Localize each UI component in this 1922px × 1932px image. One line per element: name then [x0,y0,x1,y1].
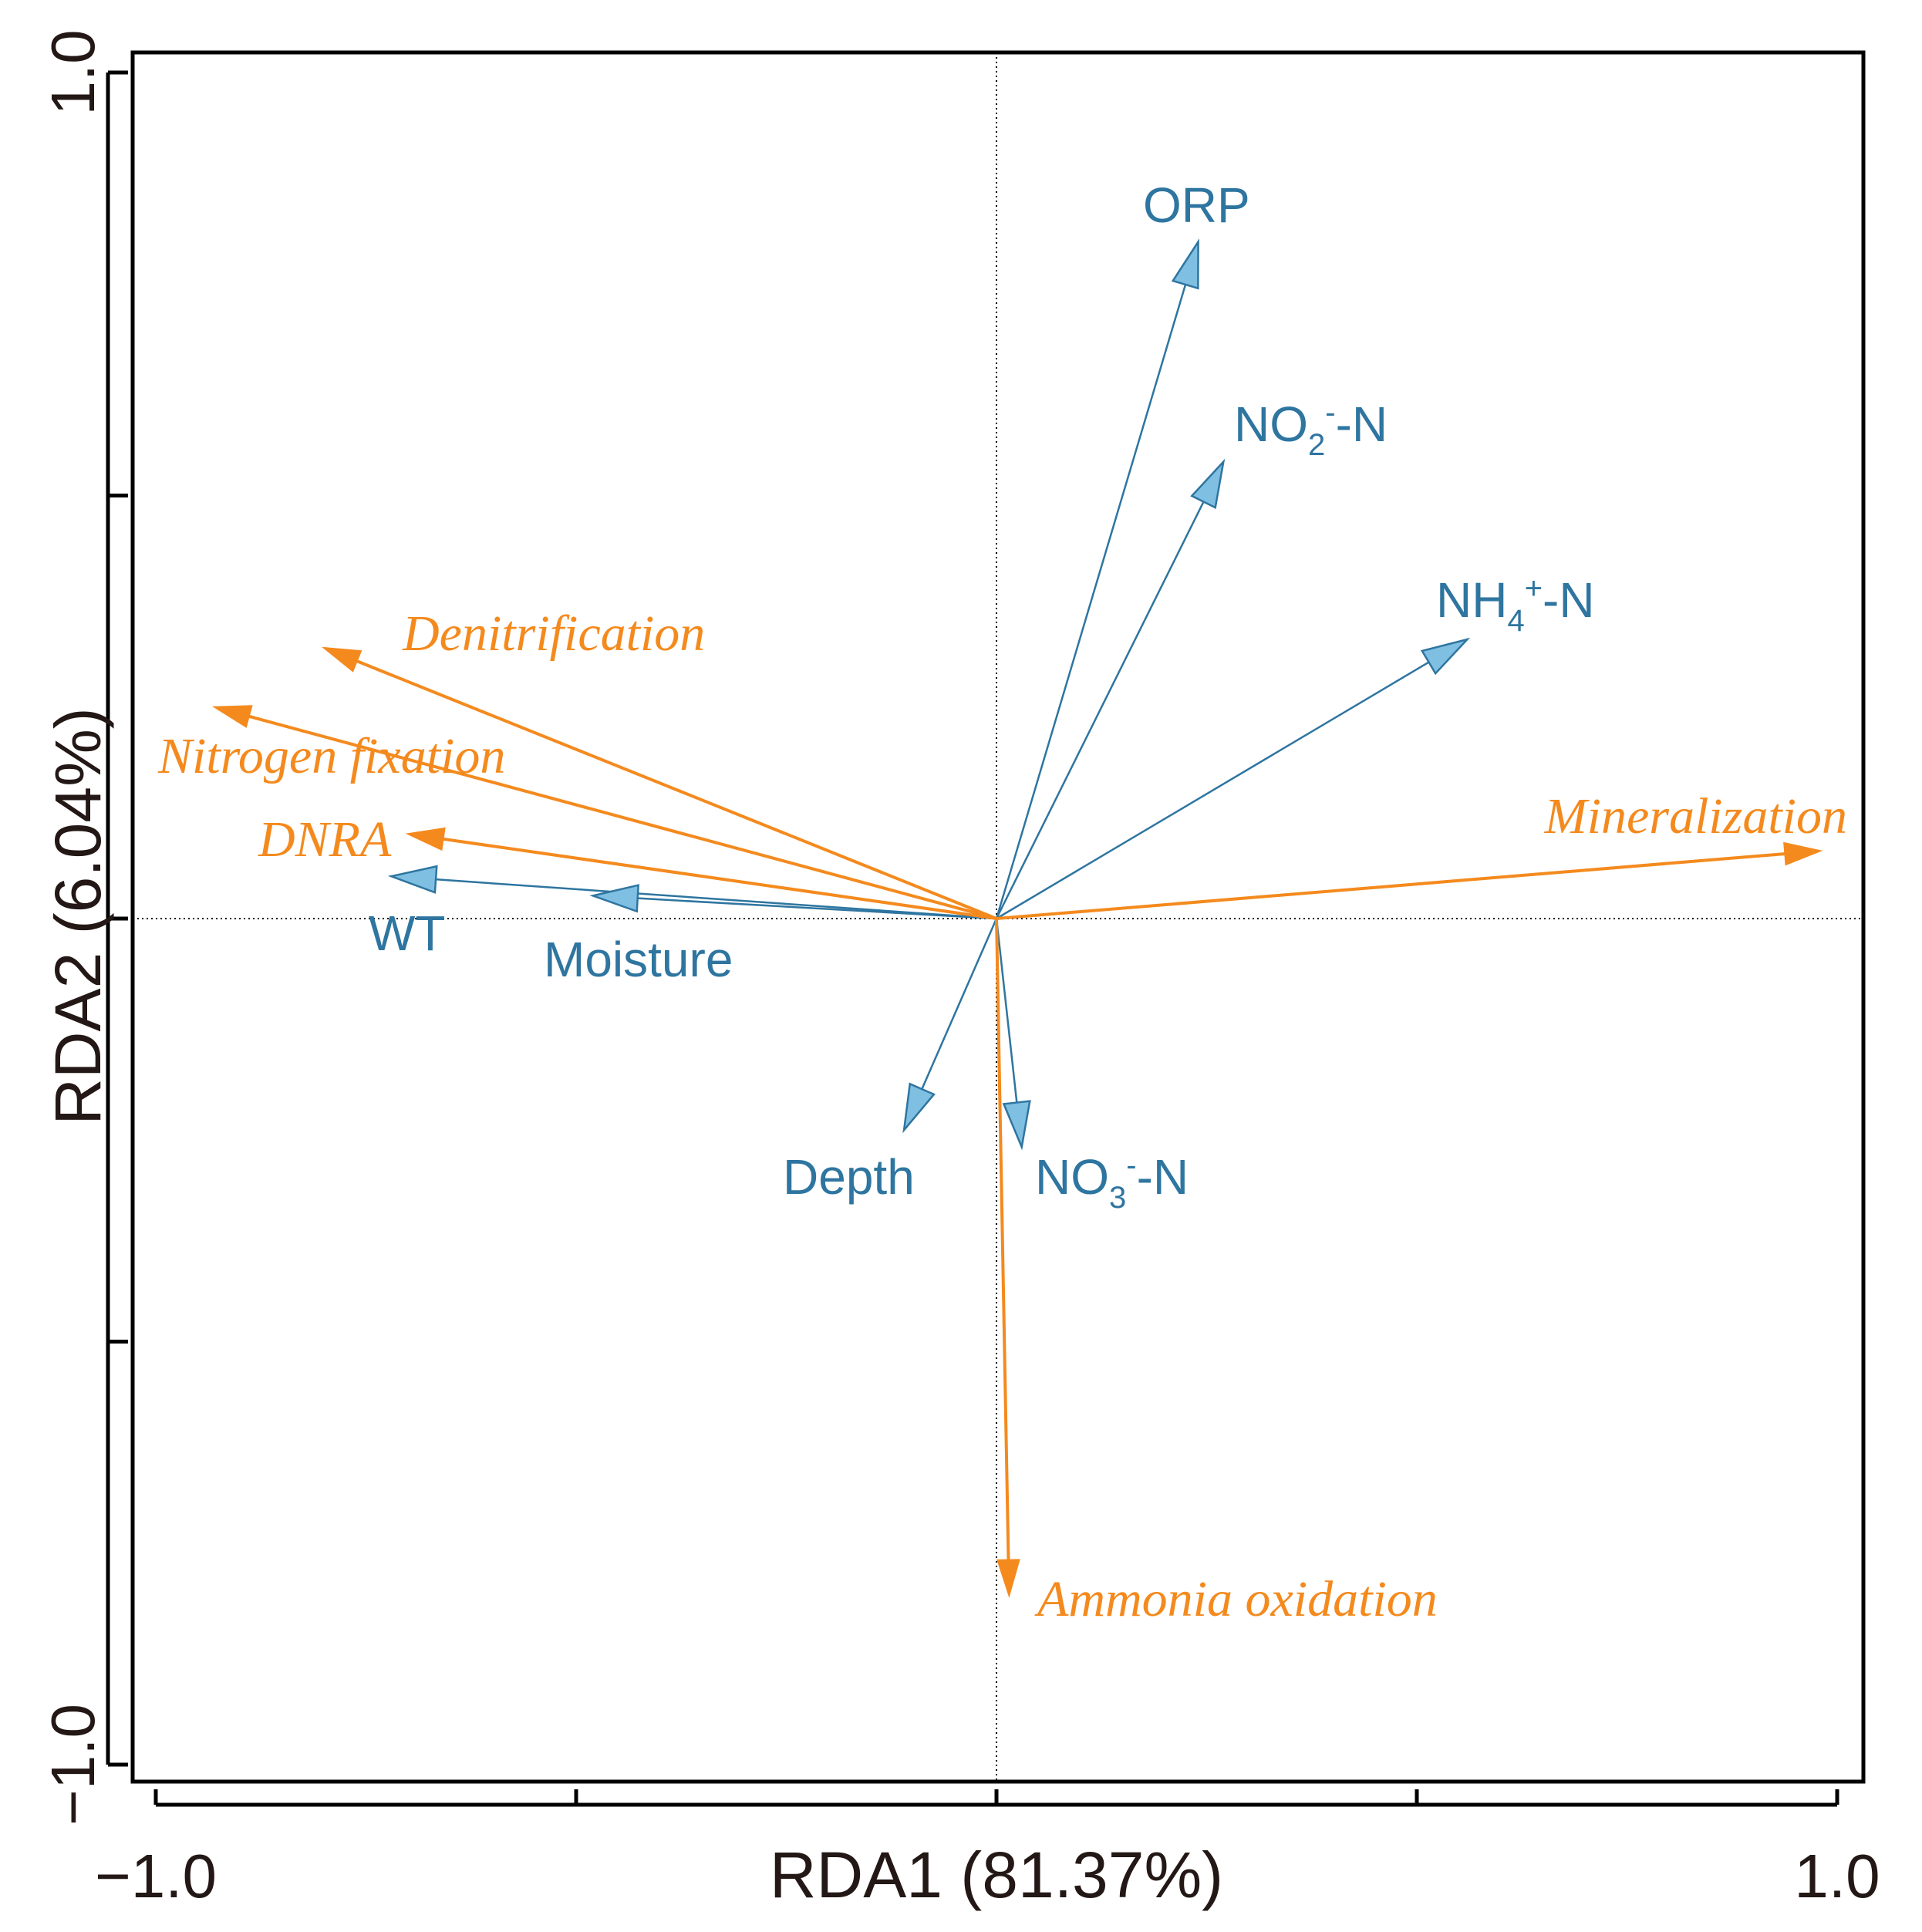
vector-line [636,897,997,920]
vector-label: NO2--N [1234,396,1388,462]
vector-arrowhead [902,1082,936,1134]
vector-label: ORP [1143,177,1250,233]
vector-line [433,878,997,920]
vector-label: Nitrogen fixation [157,728,505,784]
vector-arrowhead [387,865,438,894]
vector-arrowhead [996,1559,1020,1599]
vector-arrowhead [1420,637,1471,676]
vector-label: NO3--N [1035,1148,1189,1215]
vector-line [995,282,1187,919]
vector-label: Depth [783,1149,915,1205]
vector-line [920,918,998,1091]
vector-arrowhead [321,646,362,673]
vector-label: NH4+-N [1436,572,1595,638]
y-tick-label: −1.0 [39,1704,107,1826]
x-axis-title: RDA1 (81.37%) [770,1839,1223,1911]
vector-label: Mineralization [1544,788,1847,845]
vector-label: Moisture [544,932,733,987]
vector-arrowhead [1002,1100,1031,1151]
vector-label: Ammonia oxidation [1034,1571,1438,1627]
vector-label: DNRA [258,811,392,868]
vector-label: WT [369,905,446,961]
vector-line [995,500,1205,919]
y-tick-label: 1.0 [39,29,107,115]
vector-line [996,660,1431,920]
vector-line [345,655,997,920]
vector-arrowhead [1190,458,1226,509]
vector-arrowhead [211,705,253,728]
plot-frame [130,50,1866,1784]
vector-line [236,711,997,920]
vector-arrowhead [1171,238,1199,290]
vector-line [995,918,1010,1573]
vector-arrowhead [1783,841,1823,866]
x-tick-label: −1.0 [95,1842,217,1910]
vector-line [430,835,997,920]
vector-line [995,918,1018,1104]
vector-label: Denitrification [402,605,705,662]
y-axis-title: RDA2 (6.04%) [42,707,114,1125]
vector-line [996,851,1798,920]
vector-arrowhead [589,884,640,913]
x-tick-label: 1.0 [1794,1842,1880,1910]
vector-arrowhead [405,827,446,851]
